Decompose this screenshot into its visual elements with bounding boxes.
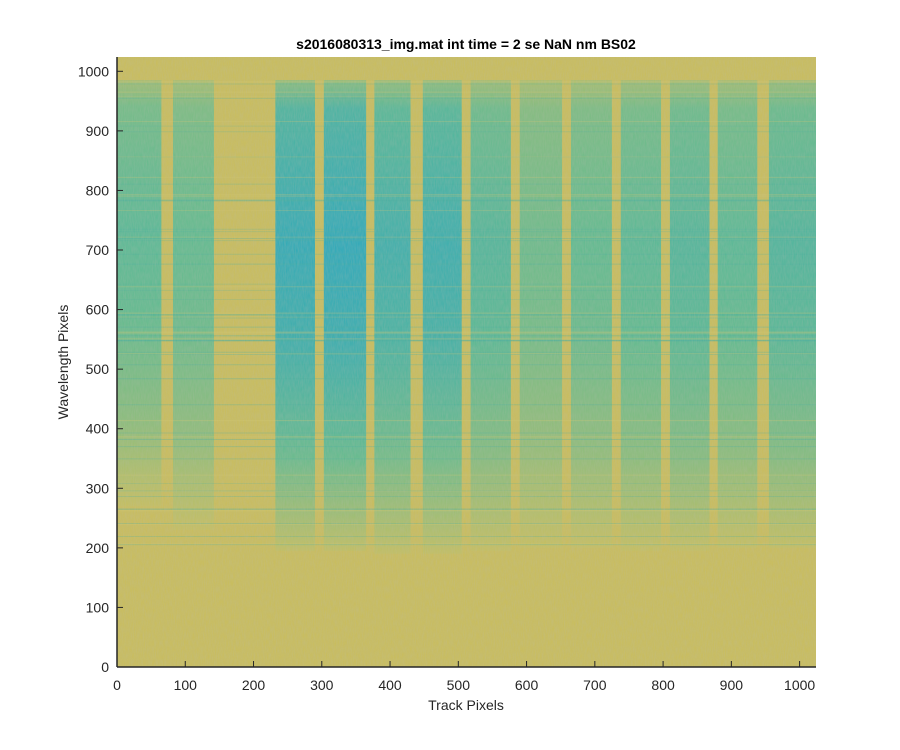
x-tick-label: 600 (515, 677, 539, 693)
y-axis-label: Wavelength Pixels (55, 305, 71, 420)
y-ticks: 0 100 200 300 400 500 600 700 800 900 1000 (78, 63, 123, 675)
y-tick-label: 300 (86, 480, 110, 496)
y-tick-label: 800 (86, 182, 110, 198)
x-tick-label: 100 (174, 677, 198, 693)
y-tick-label: 1000 (78, 63, 109, 79)
x-ticks: 0 100 200 300 400 500 600 700 800 900 1000 (113, 661, 815, 693)
x-tick-label: 800 (651, 677, 675, 693)
x-tick-label: 700 (583, 677, 607, 693)
plot-area (117, 57, 816, 667)
y-tick-label: 0 (101, 659, 109, 675)
axes: 0 100 200 300 400 500 600 700 800 900 1000 0 100 200… (78, 57, 816, 693)
chart-title: s2016080313_img.mat int time = 2 se NaN … (296, 36, 636, 52)
y-tick-label: 400 (86, 421, 110, 437)
y-tick-label: 700 (86, 242, 110, 258)
x-axis-label: Track Pixels (428, 697, 504, 713)
y-tick-label: 600 (86, 302, 110, 318)
x-tick-label: 400 (378, 677, 402, 693)
y-tick-label: 500 (86, 361, 110, 377)
x-tick-label: 300 (310, 677, 334, 693)
y-tick-label: 200 (86, 540, 110, 556)
noise-overlay (117, 57, 816, 667)
x-tick-label: 0 (113, 677, 121, 693)
x-tick-label: 1000 (784, 677, 815, 693)
x-tick-label: 500 (447, 677, 471, 693)
x-tick-label: 200 (242, 677, 266, 693)
y-tick-label: 900 (86, 123, 110, 139)
x-tick-label: 900 (720, 677, 744, 693)
y-tick-label: 100 (86, 599, 110, 615)
